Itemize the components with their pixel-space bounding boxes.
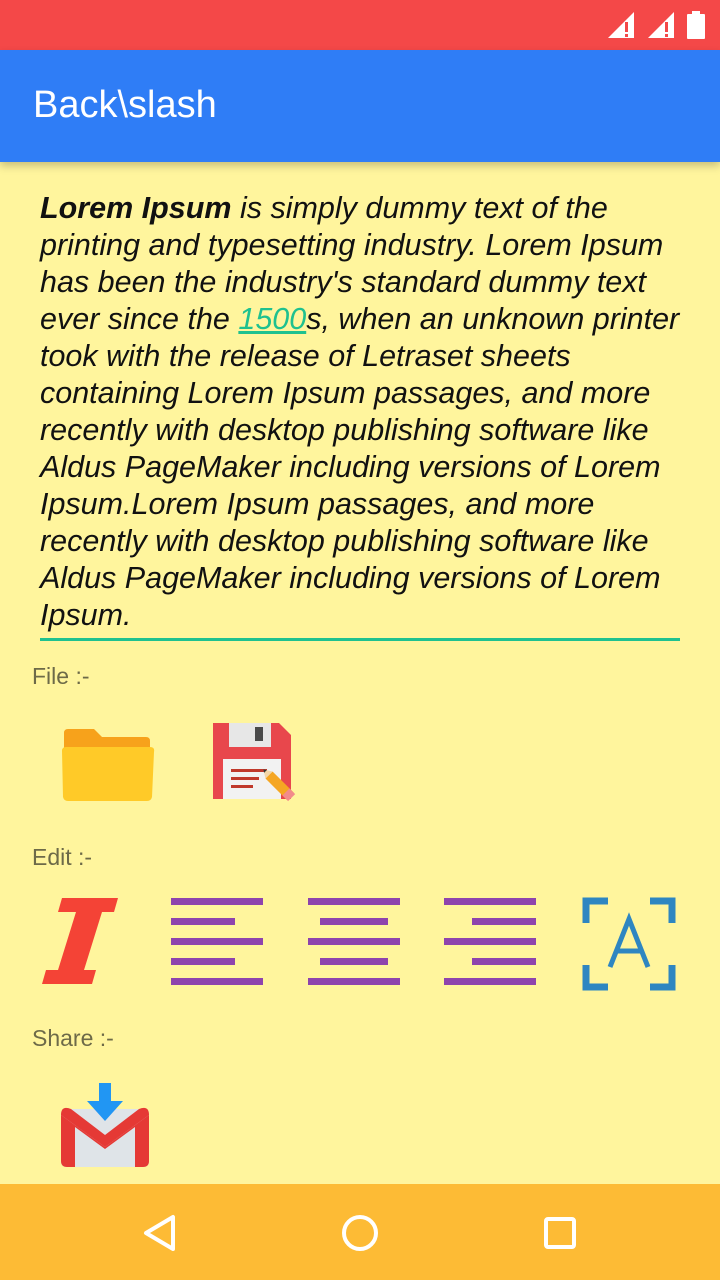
align-left-icon [171,898,263,985]
editor-underline [40,638,680,641]
align-right-button[interactable] [438,890,538,990]
editor-link[interactable]: 1500 [238,302,307,336]
edit-section-label: Edit :- [32,844,93,870]
italic-icon [42,898,118,984]
status-bar [0,0,720,50]
file-section-label: File :- [32,663,90,689]
text-editor[interactable]: Lorem Ipsum is simply dummy text of the … [40,190,680,643]
align-left-button[interactable] [165,890,265,990]
signal-icon [648,12,674,38]
editor-text: s, when an unknown printer took with the… [40,302,680,632]
save-file-button[interactable] [205,715,305,815]
bold-text: Lorem Ipsum [40,191,232,225]
back-button[interactable] [135,1208,185,1258]
battery-icon [687,11,705,39]
text-select-icon [582,897,676,991]
home-circle-icon [342,1215,378,1251]
recents-square-icon [544,1217,576,1249]
home-button[interactable] [335,1208,385,1258]
navigation-bar [0,1184,720,1280]
align-center-button[interactable] [302,890,402,990]
italic-button[interactable] [38,890,122,990]
app-title: Back\slash [33,84,217,126]
back-triangle-icon [144,1215,175,1251]
save-icon [213,723,296,802]
open-file-button[interactable] [55,720,160,810]
folder-open-icon [61,729,154,801]
app-bar: Back\slash [0,50,720,162]
editor-text: is simply dummy text of the printing and… [40,191,664,336]
signal-icon [608,12,634,38]
select-text-button[interactable] [578,893,680,995]
align-center-icon [308,898,400,985]
align-right-icon [444,898,536,985]
share-section-label: Share :- [32,1025,114,1051]
gmail-icon [61,1083,149,1167]
recents-button[interactable] [535,1208,585,1258]
share-gmail-button[interactable] [55,1080,155,1172]
